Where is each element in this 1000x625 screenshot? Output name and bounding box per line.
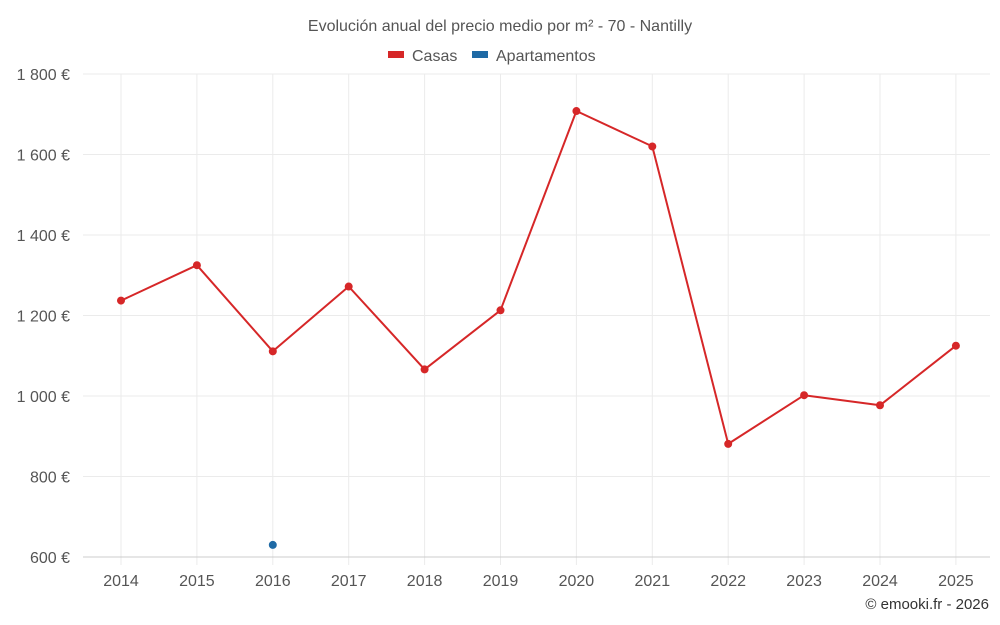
legend: Casas Apartamentos bbox=[388, 48, 596, 65]
x-tick-label: 2023 bbox=[786, 573, 822, 590]
x-gridlines bbox=[120, 74, 957, 565]
data-point-casas-2019[interactable] bbox=[496, 306, 505, 315]
y-tick-label: 1 200 € bbox=[17, 309, 70, 326]
x-axis-labels: 2014 2015 2016 2017 2018 2019 2020 2021 2022 2023… bbox=[103, 573, 974, 590]
y-axis-labels: 600 € 800 € 1 000 € 1 200 € 1 400 € 1 600 € 1 … bbox=[17, 67, 70, 567]
y-gridlines bbox=[83, 73, 990, 477]
data-point-casas-2021[interactable] bbox=[648, 142, 657, 151]
x-tick-label: 2022 bbox=[710, 573, 746, 590]
data-point-casas-2018[interactable] bbox=[420, 365, 429, 374]
legend-item-apartamentos[interactable]: Apartamentos bbox=[472, 48, 596, 65]
data-point-casas-2016[interactable] bbox=[268, 347, 277, 356]
data-point-casas-2025[interactable] bbox=[951, 341, 960, 350]
x-tick-label: 2020 bbox=[559, 573, 595, 590]
data-point-casas-2022[interactable] bbox=[724, 439, 733, 448]
y-tick-label: 1 400 € bbox=[17, 228, 70, 245]
series-apartamentos bbox=[268, 540, 277, 549]
x-tick-label: 2024 bbox=[862, 573, 898, 590]
x-tick-label: 2015 bbox=[179, 573, 215, 590]
series-casas bbox=[117, 107, 960, 448]
y-tick-label: 1 800 € bbox=[17, 67, 70, 84]
legend-label: Apartamentos bbox=[496, 48, 596, 65]
legend-swatch bbox=[472, 51, 488, 58]
x-tick-label: 2025 bbox=[938, 573, 974, 590]
x-tick-label: 2016 bbox=[255, 573, 291, 590]
x-tick-label: 2017 bbox=[331, 573, 367, 590]
chart-title: Evolución anual del precio medio por m² … bbox=[308, 18, 692, 35]
legend-swatch bbox=[388, 51, 404, 58]
x-tick-label: 2021 bbox=[635, 573, 671, 590]
data-point-casas-2014[interactable] bbox=[117, 296, 125, 305]
y-tick-label: 1 000 € bbox=[17, 389, 70, 406]
x-tick-label: 2014 bbox=[103, 573, 139, 590]
series-layer bbox=[117, 107, 960, 549]
data-point-casas-2015[interactable] bbox=[192, 261, 201, 270]
credit-text: © emooki.fr - 2026 bbox=[865, 596, 989, 613]
data-point-casas-2020[interactable] bbox=[572, 107, 581, 116]
y-tick-label: 1 600 € bbox=[17, 148, 70, 165]
legend-label: Casas bbox=[412, 48, 457, 65]
x-tick-label: 2018 bbox=[407, 573, 443, 590]
legend-item-casas[interactable]: Casas bbox=[388, 48, 457, 65]
y-tick-label: 800 € bbox=[30, 470, 70, 487]
y-tick-label: 600 € bbox=[30, 550, 70, 567]
data-point-casas-2023[interactable] bbox=[800, 391, 809, 400]
series-line-casas bbox=[120, 110, 957, 445]
data-point-casas-2017[interactable] bbox=[344, 282, 353, 291]
data-point-apartamentos-2016[interactable] bbox=[268, 540, 277, 549]
data-point-casas-2024[interactable] bbox=[876, 401, 884, 410]
x-tick-label: 2019 bbox=[483, 573, 519, 590]
